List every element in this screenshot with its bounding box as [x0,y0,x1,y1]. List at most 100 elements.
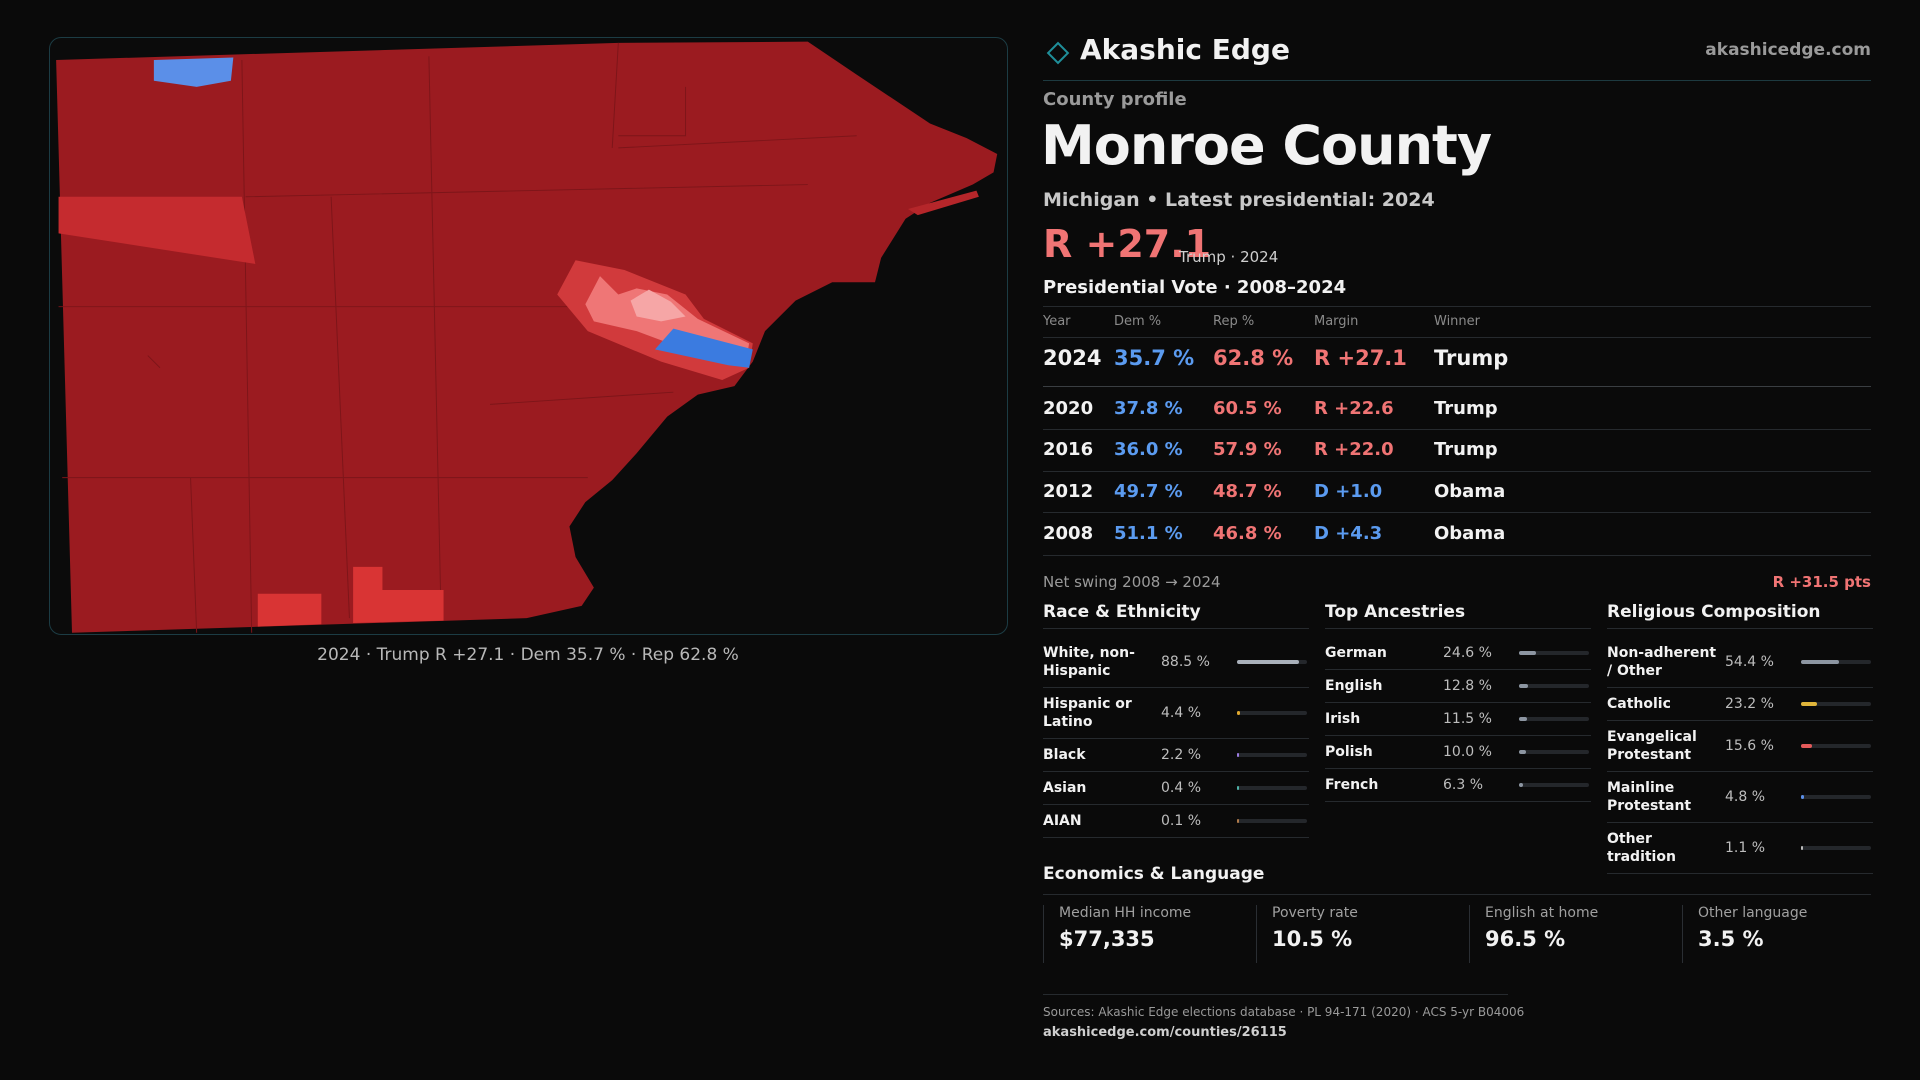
divider [1043,306,1871,307]
row-label: Non-adherent / Other [1607,645,1717,679]
table-cell: 51.1 % [1114,523,1183,544]
row-value: 54.4 % [1725,654,1774,670]
bar-track [1801,846,1871,850]
table-cell: 2008 [1043,523,1094,544]
table-cell: 2020 [1043,398,1094,419]
net-swing-label: Net swing 2008 → 2024 [1043,573,1221,591]
table-cell: 36.0 % [1114,439,1183,460]
demographic-panel: Top Ancestries German 24.6 % English 12.8 % I… [1325,600,1591,802]
bar-track [1237,753,1307,757]
row-label: French [1325,777,1379,793]
bar-track [1801,795,1871,799]
stat-label: Poverty rate [1272,905,1358,921]
panel-row: Asian 0.4 % [1043,772,1309,805]
precinct-lightpink [630,289,686,322]
table-cell: 62.8 % [1213,346,1294,370]
row-label: Irish [1325,711,1361,727]
precinct-blue [655,328,753,368]
stat-box: Median HH income $77,335 [1043,905,1191,963]
panel-row: German 24.6 % [1325,637,1591,670]
table-cell: 57.9 % [1213,439,1282,460]
sources: Sources: Akashic Edge elections database… [1043,1005,1525,1019]
stat-box: English at home 96.5 % [1469,905,1598,963]
table-cell: Trump [1434,398,1498,419]
divider [1043,386,1871,387]
table-cell: R +22.6 [1314,398,1394,419]
row-label: AIAN [1043,813,1082,829]
row-value: 1.1 % [1725,840,1766,856]
bar [1519,684,1528,688]
precinct-lines [58,42,857,633]
table-cell: Obama [1434,523,1506,544]
panel-title: Race & Ethnicity [1043,600,1309,629]
bar-track [1519,750,1589,754]
panel-row: Non-adherent / Other 54.4 % [1607,637,1873,688]
panel-row: Black 2.2 % [1043,739,1309,772]
panel-row: Irish 11.5 % [1325,703,1591,736]
source-url[interactable]: akashicedge.com/counties/26115 [1043,1025,1287,1040]
column-header: Year [1043,314,1071,329]
divider [1043,894,1871,895]
row-label: Mainline Protestant [1607,780,1692,814]
stat-box: Other language 3.5 % [1682,905,1807,963]
stat-value: 10.5 % [1272,927,1353,951]
row-value: 6.3 % [1443,777,1484,793]
bar [1801,702,1818,706]
stat-box: Poverty rate 10.5 % [1256,905,1358,963]
table-cell: 48.7 % [1213,481,1282,502]
bar [1801,846,1803,850]
divider [1043,994,1508,995]
logo-diamond [1046,41,1070,65]
bar [1519,717,1528,721]
bar-track [1801,660,1871,664]
panel-row: Mainline Protestant 4.8 % [1607,772,1873,823]
table-cell: R +27.1 [1314,346,1407,370]
subtitle: Michigan • Latest presidential: 2024 [1043,189,1435,211]
table-cell: Trump [1434,439,1498,460]
row-label: Polish [1325,744,1373,760]
column-header: Margin [1314,314,1359,329]
divider [1043,337,1871,338]
row-value: 23.2 % [1725,696,1774,712]
row-value: 10.0 % [1443,744,1492,760]
table-cell: 2024 [1043,346,1102,370]
row-label: Catholic [1607,696,1671,712]
panel-row: Other tradition 1.1 % [1607,823,1873,874]
site[interactable]: akashicedge.com [1705,40,1871,60]
divider [1043,429,1871,430]
bar-track [1237,819,1307,823]
table-cell: 60.5 % [1213,398,1282,419]
panel-row: French 6.3 % [1325,769,1591,802]
bar [1801,744,1812,748]
bar-track [1237,711,1307,715]
row-value: 4.8 % [1725,789,1766,805]
headline-margin: R +27.1 [1043,222,1212,266]
row-value: 24.6 % [1443,645,1492,661]
table-cell: 2016 [1043,439,1094,460]
column-header: Dem % [1114,314,1162,329]
divider [1043,555,1871,556]
demographic-panel: Race & Ethnicity White, non-Hispanic 88.5 … [1043,600,1309,838]
panel-row: English 12.8 % [1325,670,1591,703]
precinct-bright [257,566,444,627]
stat-value: $77,335 [1059,927,1155,951]
bar [1519,783,1524,787]
county-map [56,41,998,633]
row-label: Hispanic or Latino [1043,696,1132,730]
table-cell: 46.8 % [1213,523,1282,544]
map-panel [49,37,1008,635]
stat-label: Other language [1698,905,1808,921]
panel-row: Evangelical Protestant 15.6 % [1607,721,1873,772]
bar [1519,651,1537,655]
table-cell: D +4.3 [1314,523,1383,544]
row-label: German [1325,645,1387,661]
net-swing-value: R +31.5 pts [1772,573,1871,591]
demographic-panel: Religious Composition Non-adherent / Othe… [1607,600,1873,874]
bar-track [1237,660,1307,664]
panel-row: White, non-Hispanic 88.5 % [1043,637,1309,688]
row-value: 88.5 % [1161,654,1210,670]
table-cell: 2012 [1043,481,1094,502]
table-title: Presidential Vote · 2008–2024 [1043,277,1347,298]
column-header: Winner [1434,314,1481,329]
